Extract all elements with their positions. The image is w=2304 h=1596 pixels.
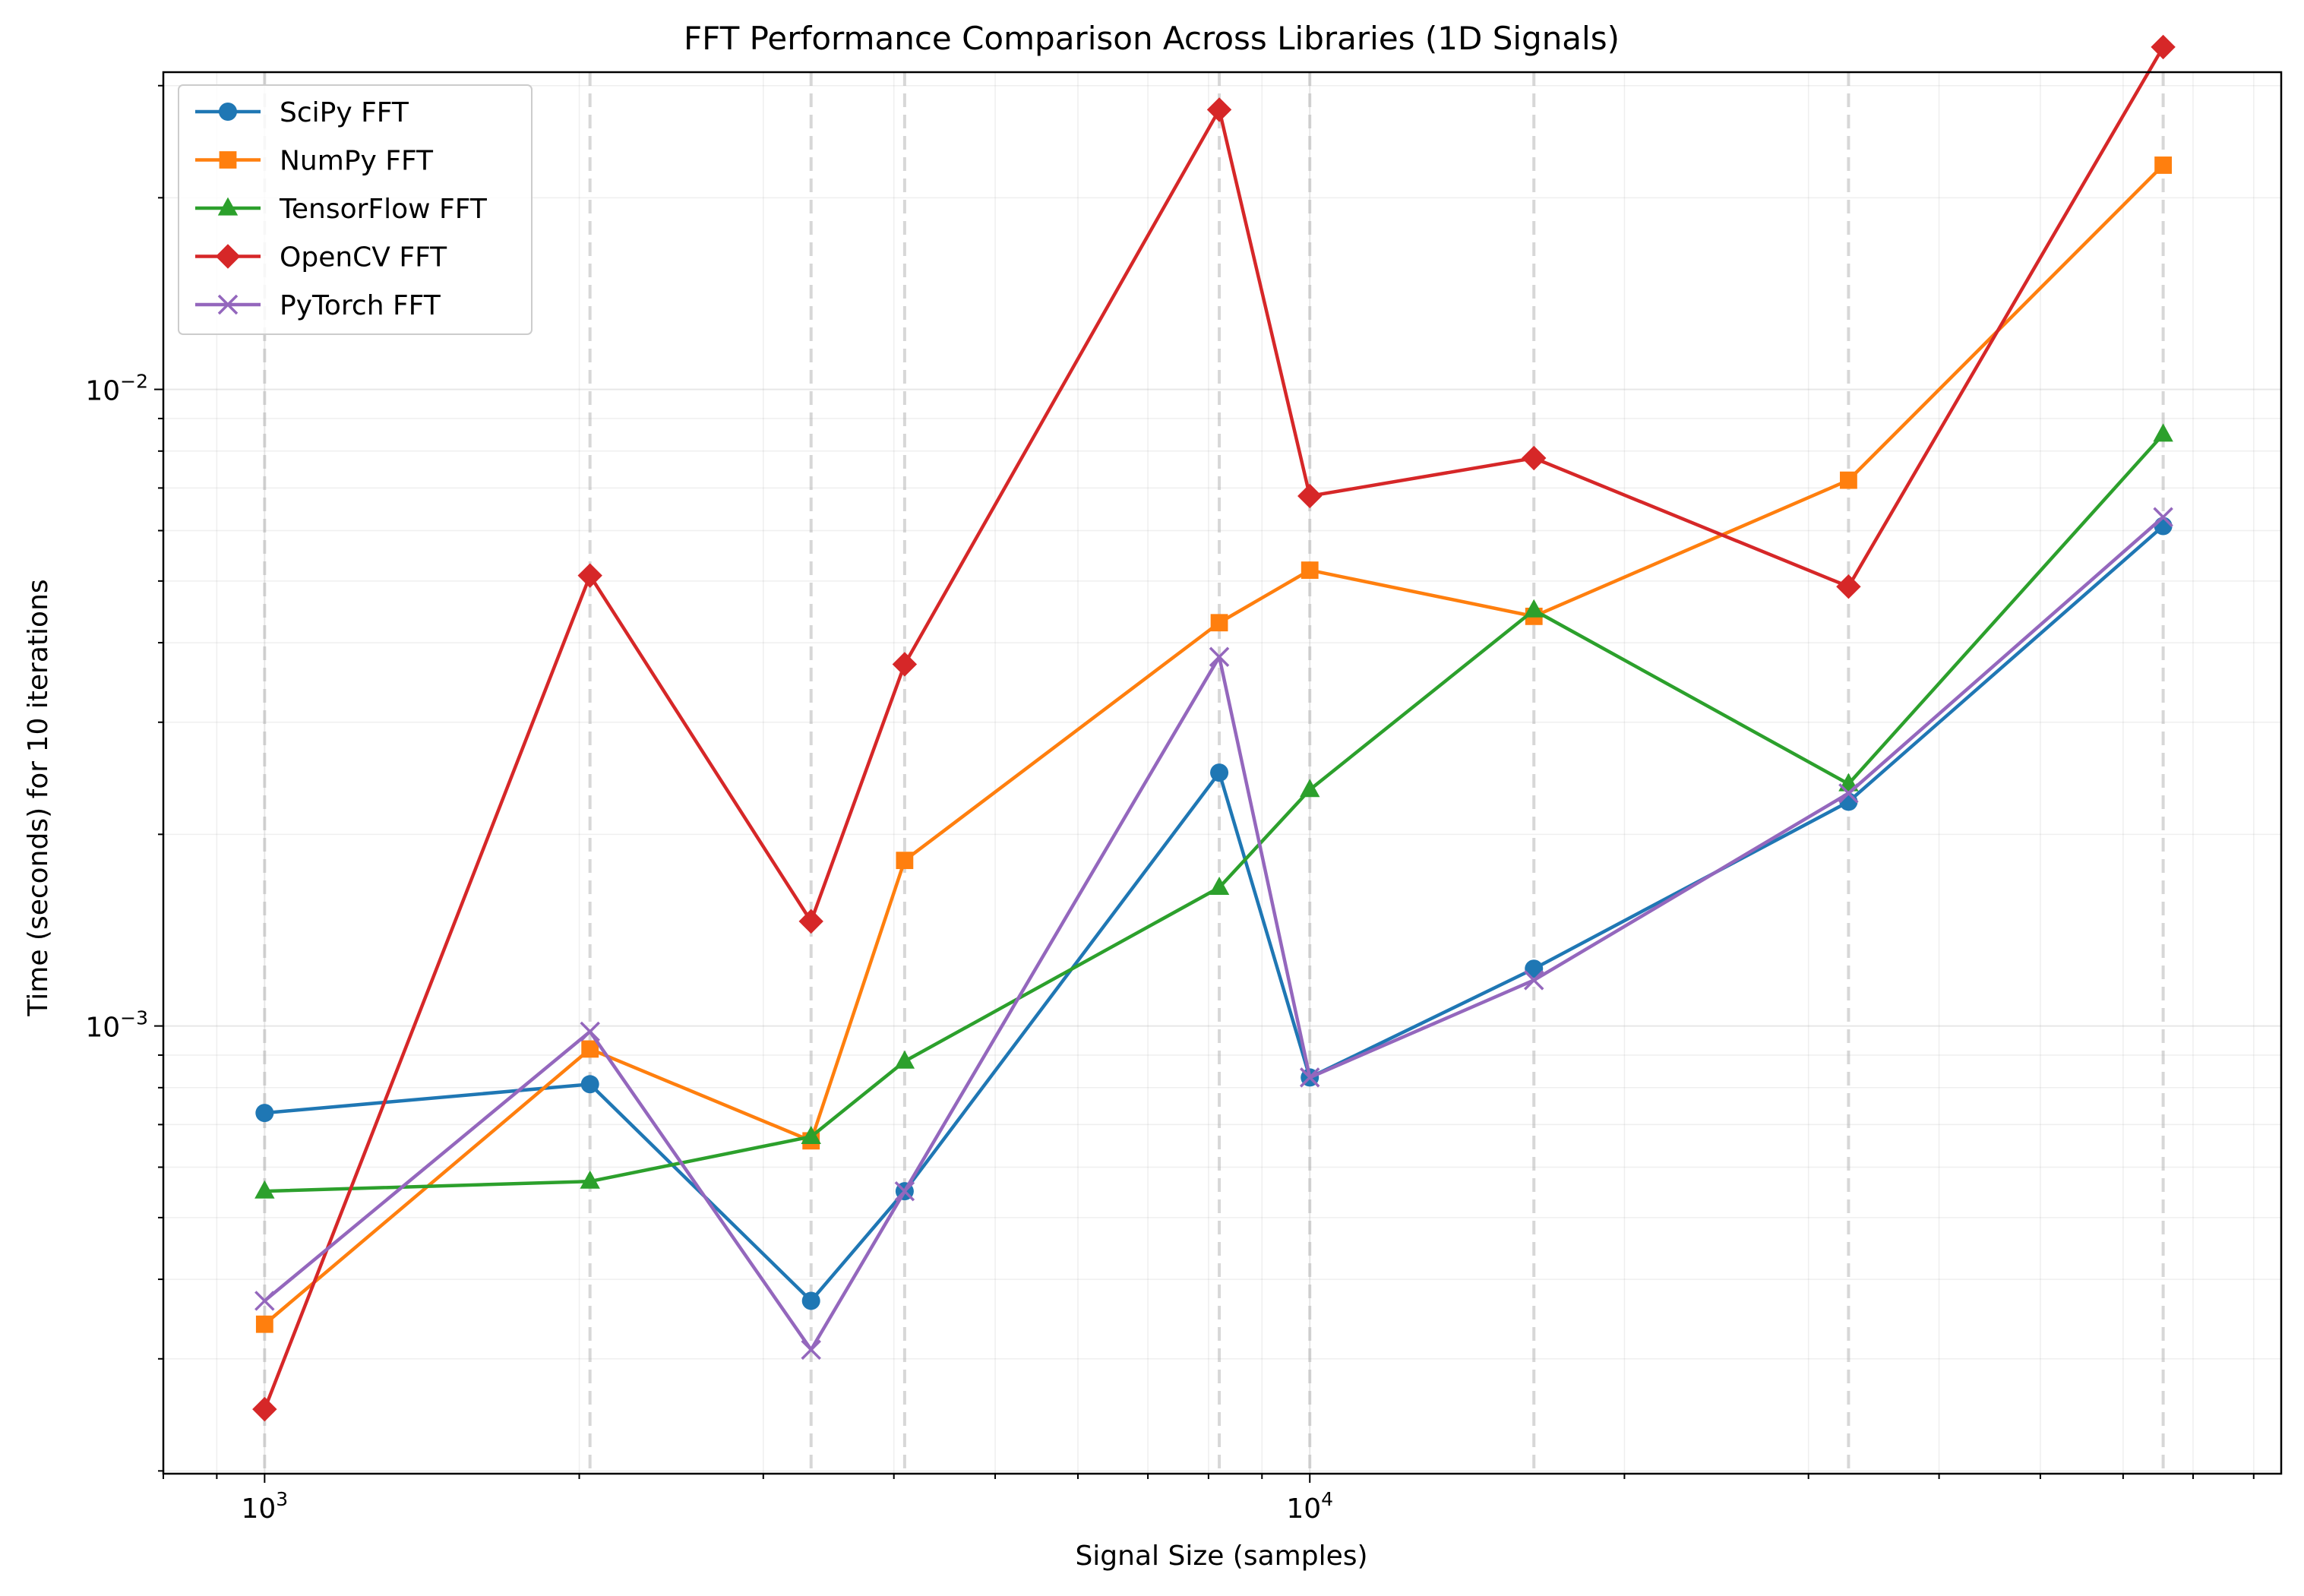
legend-label: PyTorch FFT bbox=[280, 290, 441, 321]
x-marker-stroke bbox=[2153, 507, 2173, 527]
data-point bbox=[894, 1050, 915, 1069]
data-point bbox=[1525, 959, 1544, 978]
data-point bbox=[1299, 1067, 1320, 1088]
legend-entry: PyTorch FFT bbox=[195, 290, 441, 321]
data-point bbox=[1210, 763, 1229, 782]
x-marker-stroke bbox=[894, 1180, 915, 1202]
x-marker-stroke bbox=[1299, 1067, 1320, 1088]
series-numpy-fft bbox=[255, 156, 2173, 1333]
data-point bbox=[1524, 970, 1544, 991]
y-tick-label: 10−2 bbox=[85, 371, 148, 407]
data-point bbox=[2153, 423, 2173, 442]
x-tick-label: 104 bbox=[1286, 1488, 1333, 1525]
data-point bbox=[1836, 574, 1861, 599]
x-marker-stroke bbox=[1838, 783, 1859, 804]
x-axis-label: Signal Size (samples) bbox=[1075, 1541, 1367, 1572]
data-point bbox=[894, 1180, 915, 1202]
x-tick-label: 103 bbox=[241, 1488, 288, 1525]
legend-label: OpenCV FFT bbox=[280, 242, 447, 273]
legend-marker bbox=[219, 103, 237, 121]
data-point bbox=[2153, 507, 2173, 527]
data-point bbox=[1522, 445, 1547, 471]
x-marker-stroke bbox=[801, 1339, 821, 1361]
legend-marker bbox=[219, 151, 237, 169]
plot-area-frame bbox=[162, 71, 2283, 1475]
legend-marker bbox=[215, 244, 241, 269]
legend-label: NumPy FFT bbox=[280, 146, 434, 177]
data-point bbox=[581, 1040, 599, 1058]
data-point bbox=[1206, 97, 1232, 122]
legend: SciPy FFT NumPy FFT TensorFlow FFT OpenCV F… bbox=[178, 84, 533, 335]
chart-title: FFT Performance Comparison Across Librar… bbox=[684, 20, 1620, 57]
x-marker-stroke bbox=[1524, 970, 1544, 991]
x-marker-stroke bbox=[1209, 646, 1230, 667]
data-point bbox=[255, 1104, 274, 1123]
x-marker-stroke bbox=[580, 1021, 600, 1042]
legend-marker bbox=[217, 294, 239, 315]
legend-entry: NumPy FFT bbox=[195, 146, 434, 177]
data-point bbox=[254, 1180, 275, 1199]
data-point bbox=[801, 1339, 821, 1361]
data-point bbox=[2154, 517, 2173, 536]
data-point bbox=[252, 1396, 277, 1422]
y-tick-label: 10−3 bbox=[85, 1007, 148, 1044]
data-point bbox=[1209, 646, 1230, 667]
data-point bbox=[580, 1075, 599, 1094]
data-point bbox=[580, 1021, 600, 1042]
series-opencv-fft bbox=[252, 34, 2176, 1422]
legend-box bbox=[178, 84, 533, 335]
legend-entry: OpenCV FFT bbox=[195, 242, 447, 273]
y-axis-label: Time (seconds) for 10 iterations bbox=[23, 579, 54, 1016]
data-point bbox=[577, 563, 602, 588]
data-point bbox=[1524, 599, 1544, 618]
legend-entry: SciPy FFT bbox=[195, 97, 409, 128]
data-point bbox=[1297, 483, 1323, 509]
legend-label: TensorFlow FFT bbox=[279, 194, 488, 225]
series-pytorch-fft bbox=[254, 507, 2173, 1361]
ticks: 103 104 10−3 10−2 bbox=[85, 84, 2255, 1525]
data-point bbox=[2151, 34, 2176, 60]
data-point bbox=[1838, 783, 1859, 804]
data-point bbox=[892, 652, 918, 677]
legend-marker bbox=[217, 197, 239, 216]
data-point bbox=[1209, 876, 1230, 895]
data-point bbox=[801, 1125, 821, 1144]
legend-label: SciPy FFT bbox=[280, 97, 409, 128]
data-point bbox=[801, 1291, 820, 1310]
legend-entry: TensorFlow FFT bbox=[195, 194, 488, 225]
data-point bbox=[580, 1170, 600, 1189]
data-point bbox=[896, 852, 914, 870]
data-point bbox=[2154, 156, 2173, 174]
x-marker-stroke bbox=[254, 1291, 275, 1311]
data-point bbox=[1210, 614, 1228, 632]
x-marker-stroke bbox=[217, 294, 239, 315]
data-point bbox=[798, 909, 823, 934]
data-point bbox=[1300, 779, 1320, 798]
data-point bbox=[1301, 561, 1319, 579]
data-point bbox=[255, 1315, 273, 1333]
series-group bbox=[252, 34, 2176, 1422]
data-point bbox=[1840, 471, 1857, 489]
data-point bbox=[254, 1291, 275, 1311]
